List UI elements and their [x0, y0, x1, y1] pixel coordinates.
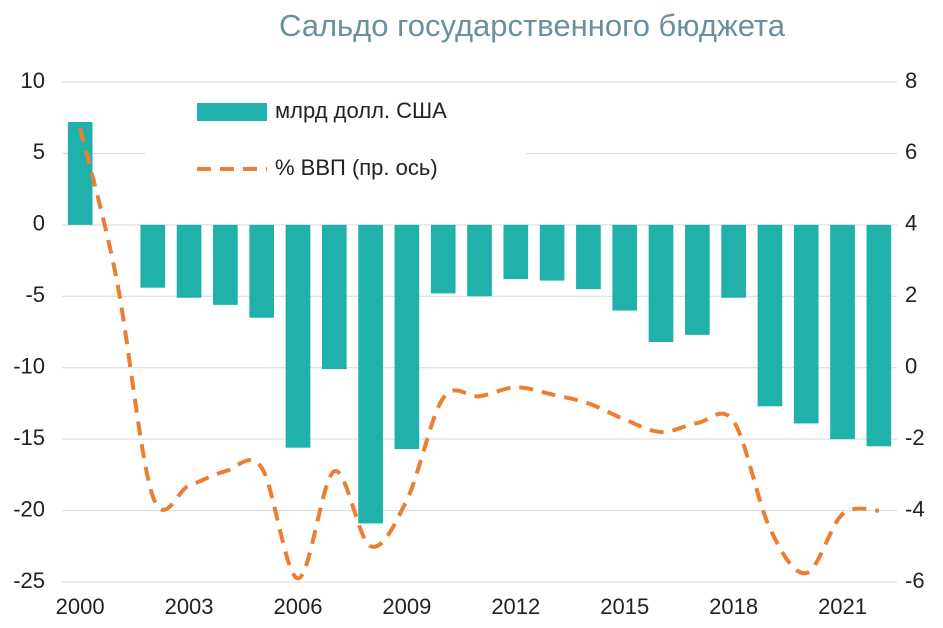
- bar: [612, 224, 638, 311]
- line: [78, 127, 880, 581]
- bar: [67, 122, 93, 225]
- y2-tick-label: 8: [905, 68, 917, 93]
- bar: [430, 224, 456, 294]
- x-tick-label: 2003: [165, 594, 214, 619]
- y-tick-label: -5: [25, 282, 45, 307]
- bar: [358, 224, 383, 524]
- y-tick-label: -25: [13, 568, 45, 593]
- legend-label: % ВВП (пр. ось): [275, 155, 438, 180]
- y2-tick-label: 6: [905, 139, 917, 164]
- y-tick-label: 0: [33, 211, 45, 236]
- bar: [757, 224, 783, 407]
- bar: [394, 224, 420, 450]
- bar: [249, 224, 275, 318]
- x-tick-label: 2015: [600, 594, 649, 619]
- bar: [684, 224, 710, 335]
- x-tick-label: 2009: [382, 594, 431, 619]
- y2-tick-label: -6: [905, 568, 925, 593]
- y2-tick-label: -2: [905, 425, 925, 450]
- x-tick-label: 2018: [709, 594, 758, 619]
- bar: [467, 224, 492, 297]
- y2-tick-label: 4: [905, 211, 917, 236]
- bar: [830, 224, 855, 440]
- y-tick-label: -20: [13, 496, 45, 521]
- legend-swatch: [197, 103, 267, 121]
- bar: [503, 224, 529, 280]
- bar: [285, 224, 311, 448]
- x-tick-label: 2021: [818, 594, 867, 619]
- y-tick-label: -15: [13, 425, 45, 450]
- y2-tick-label: -4: [905, 496, 925, 521]
- bar: [140, 224, 166, 288]
- x-tick-label: 2000: [56, 594, 105, 619]
- bar: [576, 224, 601, 290]
- x-tick-label: 2006: [274, 594, 323, 619]
- y-tick-label: 5: [33, 139, 45, 164]
- bar: [721, 224, 746, 298]
- y-tick-label: 10: [21, 68, 45, 93]
- legend-label: млрд долл. США: [275, 98, 447, 123]
- chart-title: Сальдо государственного бюджета: [279, 8, 786, 43]
- bar: [793, 224, 819, 424]
- y2-tick-label: 2: [905, 282, 917, 307]
- bar: [539, 224, 565, 281]
- bar: [213, 224, 238, 305]
- y2-tick-label: 0: [905, 354, 917, 379]
- bar: [176, 224, 202, 298]
- bar: [321, 224, 347, 370]
- x-tick-label: 2012: [491, 594, 540, 619]
- bar: [648, 224, 674, 342]
- bar: [866, 224, 892, 447]
- y-tick-label: -10: [13, 354, 45, 379]
